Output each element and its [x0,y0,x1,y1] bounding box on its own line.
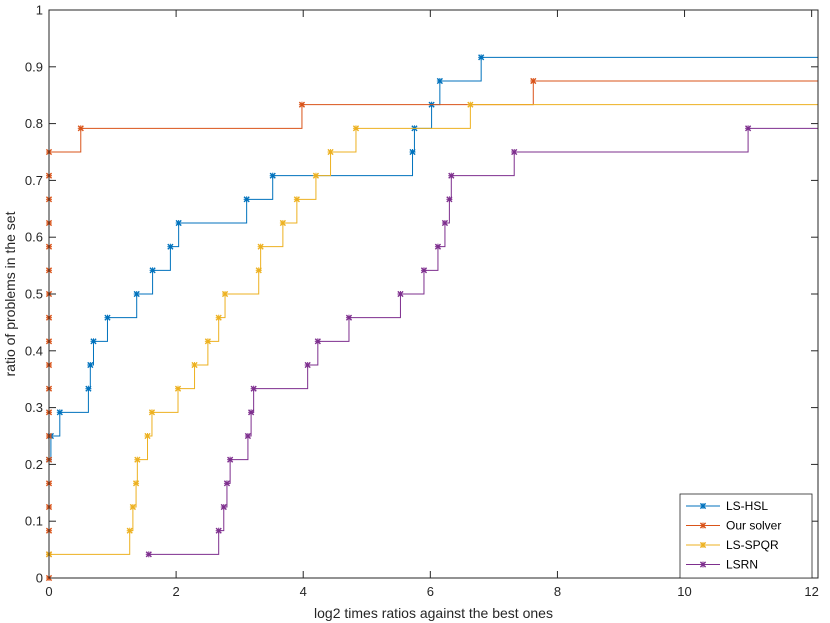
data-point [446,196,453,203]
y-tick-label: 0.6 [25,230,43,245]
data-point [85,385,92,392]
y-tick-label: 0.3 [25,400,43,415]
legend: LS-HSL Our solver LS-SPQR LSRN [679,493,813,579]
data-point [279,219,286,227]
data-point [148,409,156,416]
x-tick-label: 2 [172,584,179,599]
data-point [174,385,182,392]
data-point [257,243,264,250]
data-point [133,290,140,298]
data-point [149,267,156,274]
data-point [255,267,262,274]
y-tick-label: 0.2 [25,457,43,472]
series-ls-spqr [45,101,818,558]
data-point [191,361,198,369]
data-point [448,172,455,179]
data-point [215,314,222,321]
data-point [312,172,320,179]
x-tick-label: 4 [300,584,307,599]
y-tick-label: 0.9 [25,59,43,74]
y-tick-label: 1 [36,3,43,18]
legend-item: LS-HSL [686,499,768,513]
legend-label: Our solver [726,519,781,533]
y-tick-label: 0.1 [25,514,43,529]
x-tick-label: 12 [804,584,818,599]
data-point [243,196,250,203]
x-tick-label: 0 [45,584,52,599]
data-point [467,101,474,108]
x-tick-label: 8 [554,584,561,599]
data-point [90,338,97,345]
legend-item: LS-SPQR [686,538,779,552]
data-point [744,125,752,132]
data-point [250,385,257,392]
legend-label: LS-HSL [726,499,768,513]
data-point [269,172,276,179]
data-point [175,219,182,227]
data-point [441,219,449,227]
data-point [220,503,227,511]
series-lsrn [145,125,818,558]
data-point [409,148,416,156]
y-tick-label: 0.7 [25,173,43,188]
data-point [104,314,111,321]
data-point [434,243,442,250]
data-point [145,551,152,558]
data-point [530,77,537,85]
data-point [298,101,306,108]
legend-item: LSRN [686,558,758,572]
data-point [397,290,404,298]
series-line [49,56,818,461]
data-point [248,409,255,416]
data-point [215,527,222,534]
data-point [204,338,211,345]
y-axis-label: ratio of problems in the set [2,211,18,376]
x-tick-label: 6 [427,584,434,599]
data-point [77,125,84,132]
axes-layer: 0 2 4 6 8 10 12 0 0.1 0.2 0.3 0.4 0.5 0.6 0.7 0.8 0.9 1 [25,3,819,600]
data-point [314,338,321,345]
data-point [134,456,141,463]
y-tick-label: 0.4 [25,343,43,358]
y-tick-label: 0.8 [25,116,43,131]
data-point [327,148,334,156]
data-point [436,77,443,85]
data-point [478,54,485,61]
data-point [345,314,353,321]
data-point [87,361,94,369]
data-point [511,148,518,156]
x-axis-label: log2 times ratios against the best ones [314,605,553,621]
legend-label: LSRN [726,558,758,572]
legend-label: LS-SPQR [726,538,779,552]
plot-area [49,10,818,578]
data-point [420,267,428,274]
data-point [227,456,234,463]
data-point [132,480,140,487]
data-point [352,125,360,132]
legend-item: Our solver [686,519,781,533]
y-tick-label: 0.5 [25,287,43,302]
data-point [129,503,136,511]
data-point [221,290,229,298]
plot-background [49,10,818,578]
data-point [56,409,63,416]
data-point [167,243,174,250]
data-point [223,480,231,487]
data-point [126,527,133,534]
x-tick-label: 10 [677,584,691,599]
y-tick-label: 0 [36,571,43,586]
data-point [244,432,252,440]
data-point [144,432,151,440]
data-point [304,361,311,369]
data-point [293,196,300,203]
